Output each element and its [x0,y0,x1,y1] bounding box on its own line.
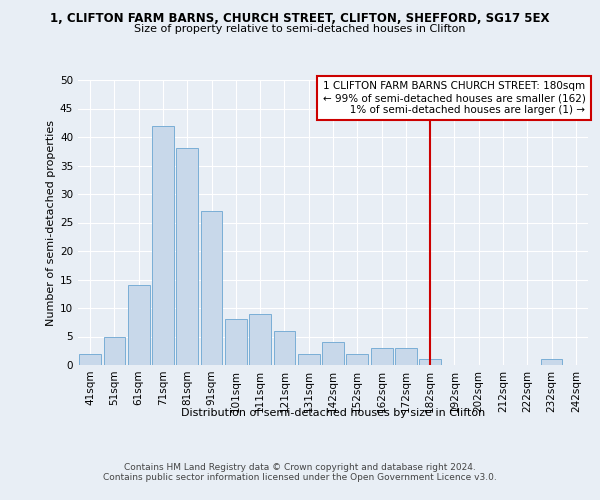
Bar [128,285,149,365]
Bar [395,348,417,365]
Text: Distribution of semi-detached houses by size in Clifton: Distribution of semi-detached houses by … [181,408,485,418]
Text: Size of property relative to semi-detached houses in Clifton: Size of property relative to semi-detach… [134,24,466,34]
Bar [225,320,247,365]
Text: 1 CLIFTON FARM BARNS CHURCH STREET: 180sqm
← 99% of semi-detached houses are sma: 1 CLIFTON FARM BARNS CHURCH STREET: 180s… [323,82,586,114]
Bar [322,342,344,365]
Bar [104,336,125,365]
Text: Contains HM Land Registry data © Crown copyright and database right 2024.
Contai: Contains HM Land Registry data © Crown c… [103,462,497,482]
Y-axis label: Number of semi-detached properties: Number of semi-detached properties [46,120,56,326]
Bar [419,360,441,365]
Bar [79,354,101,365]
Bar [152,126,174,365]
Bar [371,348,392,365]
Bar [274,331,295,365]
Bar [176,148,198,365]
Bar [298,354,320,365]
Bar [541,360,562,365]
Text: 1, CLIFTON FARM BARNS, CHURCH STREET, CLIFTON, SHEFFORD, SG17 5EX: 1, CLIFTON FARM BARNS, CHURCH STREET, CL… [50,12,550,26]
Bar [249,314,271,365]
Bar [346,354,368,365]
Bar [200,211,223,365]
